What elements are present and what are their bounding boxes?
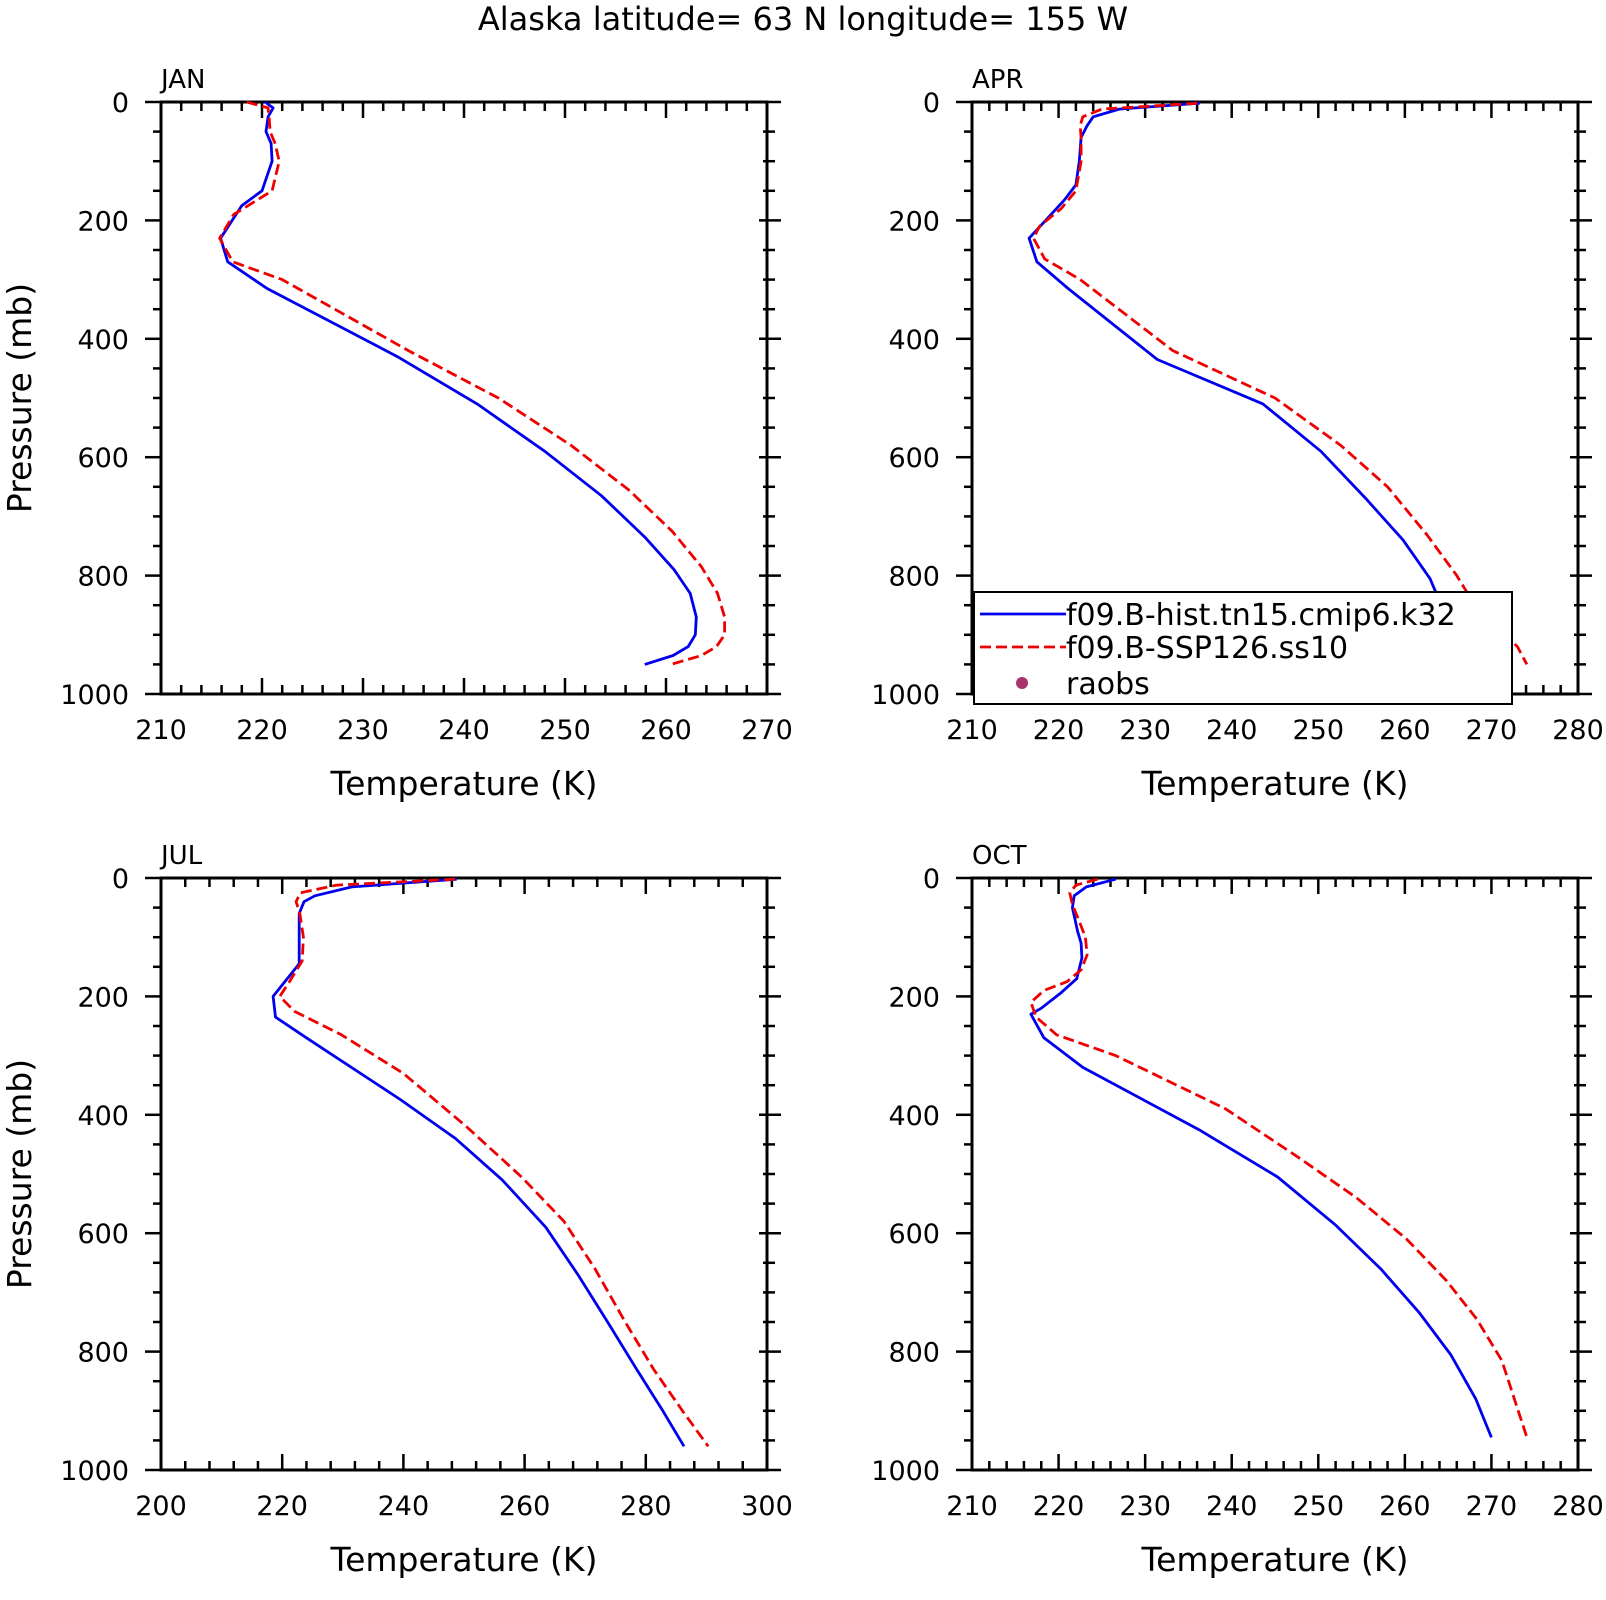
- series-line-hist: [1029, 877, 1493, 1438]
- x-tick-label: 280: [1552, 715, 1604, 746]
- y-axis-label: Pressure (mb): [0, 283, 39, 513]
- x-tick-label: 240: [378, 1491, 430, 1522]
- series-line-ssp126: [218, 100, 726, 666]
- plot-frame: [159, 100, 769, 696]
- panel-jan: JAN 210 220 230 240 250 260 270 0 200 400 600 800 100…: [0, 65, 793, 803]
- panel-oct: OCT 210 220 230 240 250 260 270 280 0 200 400 600 800…: [871, 841, 1603, 1579]
- series-line-ssp126: [1029, 877, 1529, 1438]
- x-axis-label: Temperature (K): [330, 1540, 598, 1579]
- x-axis-label: Temperature (K): [330, 764, 598, 803]
- x-tick-label: 280: [1552, 1491, 1604, 1522]
- x-tick-label: 270: [1466, 1491, 1518, 1522]
- figure-title: Alaska latitude= 63 N longitude= 155 W: [478, 0, 1128, 38]
- x-tick-label: 200: [135, 1491, 187, 1522]
- x-tick-label: 250: [1293, 1491, 1345, 1522]
- panel-label: JUL: [159, 841, 203, 871]
- panel-apr: APR 210 220 230 240 250 260 270 280 0 200 400 600 800…: [871, 65, 1603, 803]
- panel-label: APR: [972, 65, 1024, 95]
- x-axis-label: Temperature (K): [1141, 1540, 1409, 1579]
- y-tick-label: 200: [77, 982, 129, 1013]
- y-tick-label: 0: [923, 864, 940, 895]
- x-tick-label: 220: [236, 715, 288, 746]
- x-tick-label: 270: [1466, 715, 1518, 746]
- y-axis-label: Pressure (mb): [0, 1059, 39, 1289]
- y-tick-label: 200: [888, 206, 940, 237]
- y-tick-label: 400: [77, 325, 129, 356]
- y-tick-label: 0: [112, 864, 129, 895]
- x-tick-label: 250: [1293, 715, 1345, 746]
- plot-frame: [159, 876, 769, 1472]
- y-tick-label: 400: [888, 325, 940, 356]
- series-line-ssp126: [278, 877, 710, 1448]
- panel-label: JAN: [159, 65, 205, 95]
- legend-label: f09.B-SSP126.ss10: [1066, 631, 1348, 666]
- legend: f09.B-hist.tn15.cmip6.k32f09.B-SSP126.ss…: [973, 591, 1513, 705]
- x-tick-label: 210: [946, 715, 998, 746]
- y-tick-label: 0: [112, 88, 129, 119]
- x-axis-label: Temperature (K): [1141, 764, 1409, 803]
- y-tick-label: 400: [888, 1101, 940, 1132]
- y-tick-label: 1000: [60, 1456, 129, 1487]
- y-tick-label: 1000: [60, 680, 129, 711]
- x-tick-label: 250: [539, 715, 591, 746]
- x-tick-label: 260: [1379, 1491, 1431, 1522]
- x-tick-label: 210: [946, 1491, 998, 1522]
- legend-entry: f09.B-SSP126.ss10: [980, 631, 1348, 666]
- series-line-hist: [271, 877, 686, 1448]
- x-tick-label: 220: [256, 1491, 308, 1522]
- legend-label: f09.B-hist.tn15.cmip6.k32: [1066, 598, 1456, 633]
- x-tick-label: 270: [741, 715, 793, 746]
- x-tick-label: 210: [135, 715, 187, 746]
- y-tick-label: 1000: [871, 680, 940, 711]
- panel-jul: JUL 200 220 240 260 280 300 0 200 400 600 800 1000 Te…: [0, 841, 793, 1579]
- panels: JAN 210 220 230 240 250 260 270 0 200 400 600 800 100…: [0, 65, 1604, 1579]
- y-tick-label: 600: [888, 443, 940, 474]
- x-tick-label: 300: [741, 1491, 793, 1522]
- x-tick-label: 260: [1379, 715, 1431, 746]
- legend-label: raobs: [1066, 667, 1150, 702]
- y-tick-label: 800: [77, 1338, 129, 1369]
- y-tick-label: 0: [923, 88, 940, 119]
- y-tick-label: 800: [888, 562, 940, 593]
- x-tick-label: 260: [640, 715, 692, 746]
- series-line-hist: [219, 100, 698, 666]
- y-tick-label: 600: [77, 443, 129, 474]
- legend-swatch-raobs: [1016, 677, 1028, 689]
- x-tick-label: 220: [1033, 1491, 1085, 1522]
- y-tick-label: 800: [888, 1338, 940, 1369]
- panel-label: OCT: [972, 841, 1027, 871]
- legend-entry: f09.B-hist.tn15.cmip6.k32: [980, 598, 1456, 633]
- y-tick-label: 400: [77, 1101, 129, 1132]
- x-tick-label: 230: [1119, 1491, 1171, 1522]
- y-tick-label: 1000: [871, 1456, 940, 1487]
- x-tick-label: 230: [337, 715, 389, 746]
- x-tick-label: 240: [1206, 715, 1258, 746]
- y-tick-label: 800: [77, 562, 129, 593]
- x-tick-label: 260: [499, 1491, 551, 1522]
- y-tick-label: 200: [888, 982, 940, 1013]
- y-tick-label: 600: [888, 1219, 940, 1250]
- x-tick-label: 230: [1119, 715, 1171, 746]
- x-tick-label: 280: [620, 1491, 672, 1522]
- legend-entry: raobs: [1016, 667, 1150, 702]
- y-tick-label: 600: [77, 1219, 129, 1250]
- x-tick-label: 220: [1033, 715, 1085, 746]
- series-line-ssp126: [1032, 101, 1529, 666]
- series-line-hist: [1027, 101, 1494, 669]
- x-tick-label: 240: [438, 715, 490, 746]
- x-tick-label: 240: [1206, 1491, 1258, 1522]
- y-tick-label: 200: [77, 206, 129, 237]
